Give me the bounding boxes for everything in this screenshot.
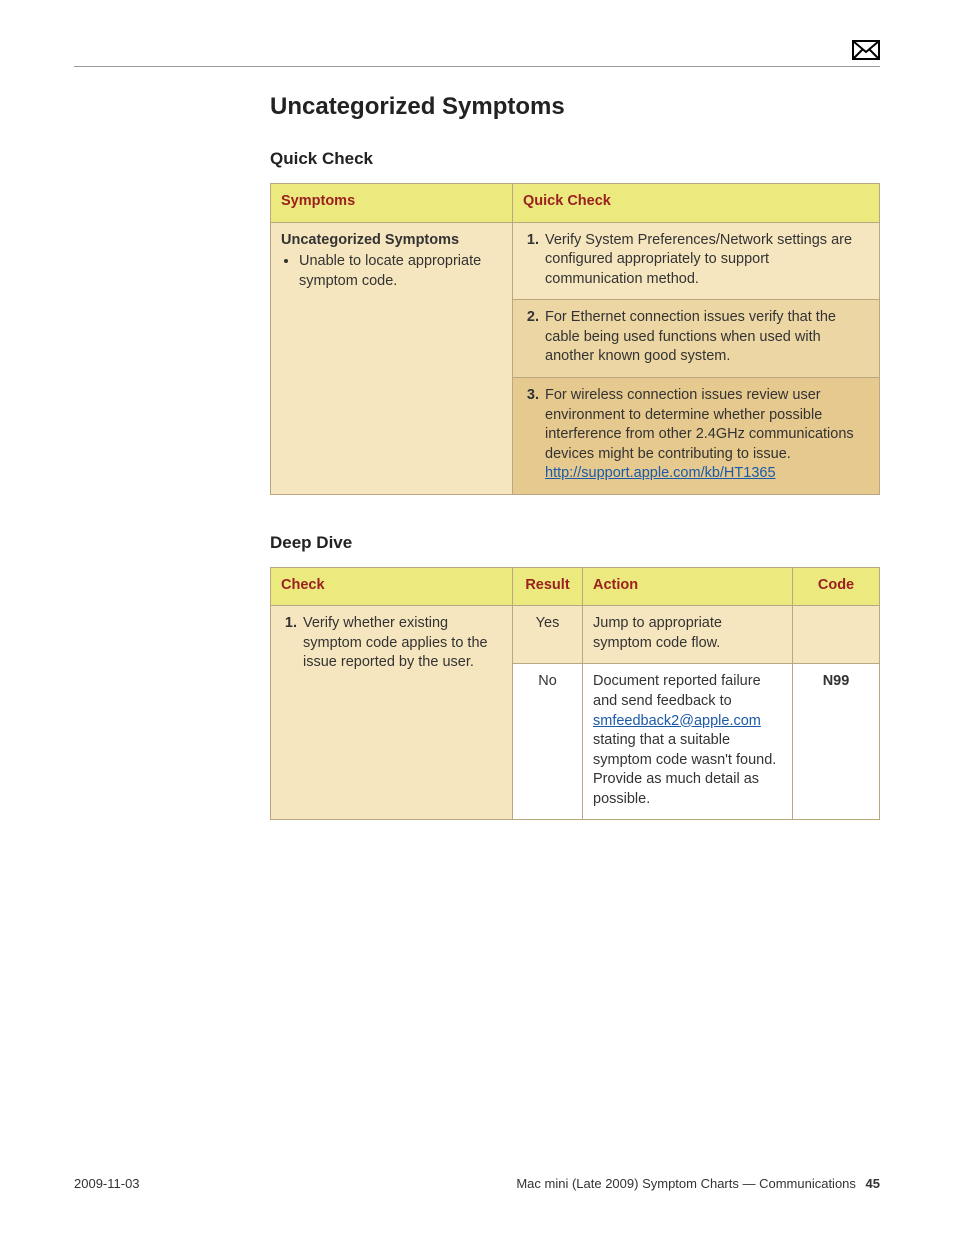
footer-page: 45 — [866, 1176, 880, 1191]
mail-icon — [852, 40, 880, 60]
dd-row-yes-code — [793, 606, 880, 664]
dd-col-code: Code — [793, 567, 880, 606]
qc-symptom-bullet: Unable to locate appropriate symptom cod… — [299, 252, 502, 291]
dd-row-yes-action: Jump to appropriate symptom code flow. — [583, 606, 793, 664]
dd-col-result: Result — [513, 567, 583, 606]
deep-dive-table: Check Result Action Code Verify whether … — [270, 567, 880, 821]
qc-col-quickcheck: Quick Check — [513, 184, 880, 223]
page-footer: 2009-11-03 Mac mini (Late 2009) Symptom … — [74, 1176, 880, 1191]
dd-check-text: Verify whether existing symptom code app… — [301, 614, 502, 673]
dd-row-no-action: Document reported failure and send feedb… — [583, 664, 793, 820]
qc-step-3-text: For wireless connection issues review us… — [545, 387, 854, 462]
footer-doc: Mac mini (Late 2009) Symptom Charts — Co… — [516, 1176, 880, 1191]
dd-row-no-action-pre: Document reported failure and send feedb… — [593, 673, 761, 709]
deep-dive-heading: Deep Dive — [270, 533, 880, 553]
qc-col-symptoms: Symptoms — [271, 184, 513, 223]
dd-row-no-action-link[interactable]: smfeedback2@apple.com — [593, 713, 761, 729]
dd-col-action: Action — [583, 567, 793, 606]
qc-symptom-title: Uncategorized Symptoms — [281, 231, 502, 251]
qc-step-3: For wireless connection issues review us… — [513, 377, 880, 494]
qc-step-2: For Ethernet connection issues verify th… — [513, 300, 880, 378]
dd-row-yes-result: Yes — [513, 606, 583, 664]
qc-step-1-text: Verify System Preferences/Network settin… — [543, 231, 869, 290]
dd-col-check: Check — [271, 567, 513, 606]
qc-symptom-cell: Uncategorized Symptoms Unable to locate … — [271, 222, 513, 494]
dd-row-no-code: N99 — [793, 664, 880, 820]
footer-doc-text: Mac mini (Late 2009) Symptom Charts — Co… — [516, 1176, 856, 1191]
header-rule — [74, 40, 880, 67]
quick-check-table: Symptoms Quick Check Uncategorized Sympt… — [270, 183, 880, 495]
dd-row-no-result: No — [513, 664, 583, 820]
dd-check-cell: Verify whether existing symptom code app… — [271, 606, 513, 820]
qc-step-1: Verify System Preferences/Network settin… — [513, 222, 880, 300]
qc-step-3-item: For wireless connection issues review us… — [543, 386, 869, 484]
qc-step-2-text: For Ethernet connection issues verify th… — [543, 308, 869, 367]
footer-date: 2009-11-03 — [74, 1176, 140, 1191]
quick-check-heading: Quick Check — [270, 149, 880, 169]
qc-step-3-link[interactable]: http://support.apple.com/kb/HT1365 — [545, 465, 776, 481]
dd-row-no-action-post: stating that a suitable symptom code was… — [593, 732, 776, 807]
page-heading: Uncategorized Symptoms — [270, 93, 880, 121]
